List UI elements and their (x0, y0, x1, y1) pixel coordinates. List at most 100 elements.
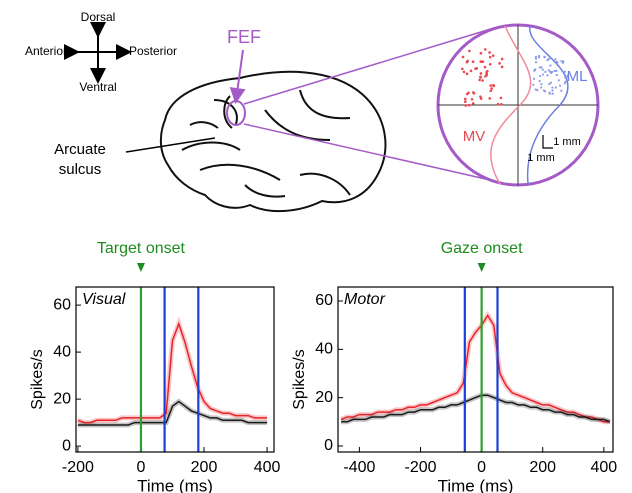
compass: Dorsal Ventral Anterior Posterior (25, 10, 177, 94)
x-tick-label: -200 (62, 459, 94, 476)
inset-dot (547, 57, 550, 60)
x-tick-label: -200 (404, 459, 436, 476)
inset-dot (543, 55, 547, 59)
zoom-line (243, 27, 495, 105)
inset-dot (541, 73, 545, 76)
y-tick-label: 60 (53, 296, 71, 313)
x-tick-label: 0 (477, 459, 486, 476)
scale-label: 1 mm (553, 136, 581, 148)
inset-dot (549, 56, 552, 60)
y-tick-label: 20 (315, 389, 333, 406)
inset: 1 mm 1 mm MV ML (436, 23, 600, 187)
inset-dot (465, 72, 469, 76)
inset-dot (500, 57, 504, 61)
inset-dot (489, 89, 493, 93)
line (77, 400, 268, 426)
inset-dot (544, 70, 547, 73)
inset-dot (460, 67, 464, 71)
inset-dot (470, 97, 474, 101)
y-tick-label: 40 (315, 341, 333, 358)
inset-dot (491, 54, 495, 57)
inset-dot (532, 77, 536, 80)
fef-label: FEF (227, 27, 261, 47)
inset-dot (462, 70, 466, 74)
annotation: Gaze onset (441, 240, 523, 257)
anterior-label: Anterior (25, 44, 67, 58)
inset-dot (479, 51, 483, 55)
ml-label: ML (567, 68, 588, 85)
annotation-arrow (136, 263, 145, 272)
inset-dot (488, 97, 492, 100)
inset-dot (564, 76, 567, 79)
inset-dot (485, 73, 488, 77)
line (341, 394, 611, 423)
y-tick-label: 60 (315, 292, 333, 309)
inset-dot (551, 92, 554, 95)
inset-dot (563, 70, 566, 73)
inset-dot (539, 74, 542, 78)
inset-dot (534, 55, 538, 58)
inset-dot (471, 102, 475, 105)
fef-arrow (229, 49, 246, 104)
y-tick-label: 0 (62, 437, 71, 454)
y-tick-label: 40 (53, 343, 71, 360)
line (77, 321, 268, 424)
inset-dot (533, 69, 536, 72)
inset-dot (534, 61, 538, 64)
inset-dot (560, 60, 563, 63)
x-tick-label: 200 (191, 459, 218, 476)
posterior-label: Posterior (129, 44, 177, 58)
inset-dot (479, 75, 482, 79)
inset-dot (547, 69, 550, 72)
inset-dot (464, 100, 467, 104)
inset-dot (557, 79, 560, 82)
inset-dot (564, 80, 567, 83)
inset-dot (549, 81, 553, 84)
inset-dot (481, 79, 484, 82)
inset-dot (538, 79, 541, 83)
inset-dot (536, 89, 539, 92)
inset-dot (465, 92, 469, 96)
inset-dot (548, 92, 551, 95)
x-tick-label: -400 (343, 459, 375, 476)
inset-dot (492, 83, 495, 87)
y-axis-label: Spikes/s (29, 349, 46, 409)
inset-dot (566, 74, 569, 77)
inset-dot (489, 84, 492, 87)
inset-dot (471, 60, 475, 64)
inset-dot (499, 96, 503, 100)
line (340, 314, 610, 423)
x-tick-label: 0 (136, 459, 145, 476)
inset-dot (472, 91, 475, 94)
y-axis-label: Spikes/s (291, 349, 308, 409)
inset-dot (488, 62, 492, 66)
inset-dot (490, 87, 493, 90)
inset-dot (479, 95, 482, 98)
inset-dot (532, 83, 535, 86)
annotation-arrow (477, 263, 486, 272)
line-band (341, 392, 611, 425)
x-tick-label: 200 (529, 459, 556, 476)
inset-dot (549, 71, 553, 74)
inset-dot (540, 83, 543, 86)
scale-label: 1 mm (527, 152, 555, 164)
zoom-line (243, 123, 491, 181)
inset-dot (479, 72, 483, 75)
y-tick-label: 0 (324, 437, 333, 454)
panel-label: Visual (82, 291, 126, 308)
annotation: Target onset (97, 240, 186, 257)
inset-dot (537, 54, 541, 58)
inset-dot (483, 48, 487, 51)
inset-dot (464, 104, 468, 107)
inset-dot (478, 78, 481, 82)
inset-dot (540, 86, 543, 89)
inset-dot (553, 69, 556, 73)
inset-dot (554, 58, 557, 61)
inset-dot (468, 49, 471, 53)
inset-dot (551, 86, 554, 89)
x-tick-label: 400 (590, 459, 617, 476)
inset-dot (538, 66, 541, 69)
inset-dot (542, 89, 546, 92)
brain (159, 70, 387, 213)
